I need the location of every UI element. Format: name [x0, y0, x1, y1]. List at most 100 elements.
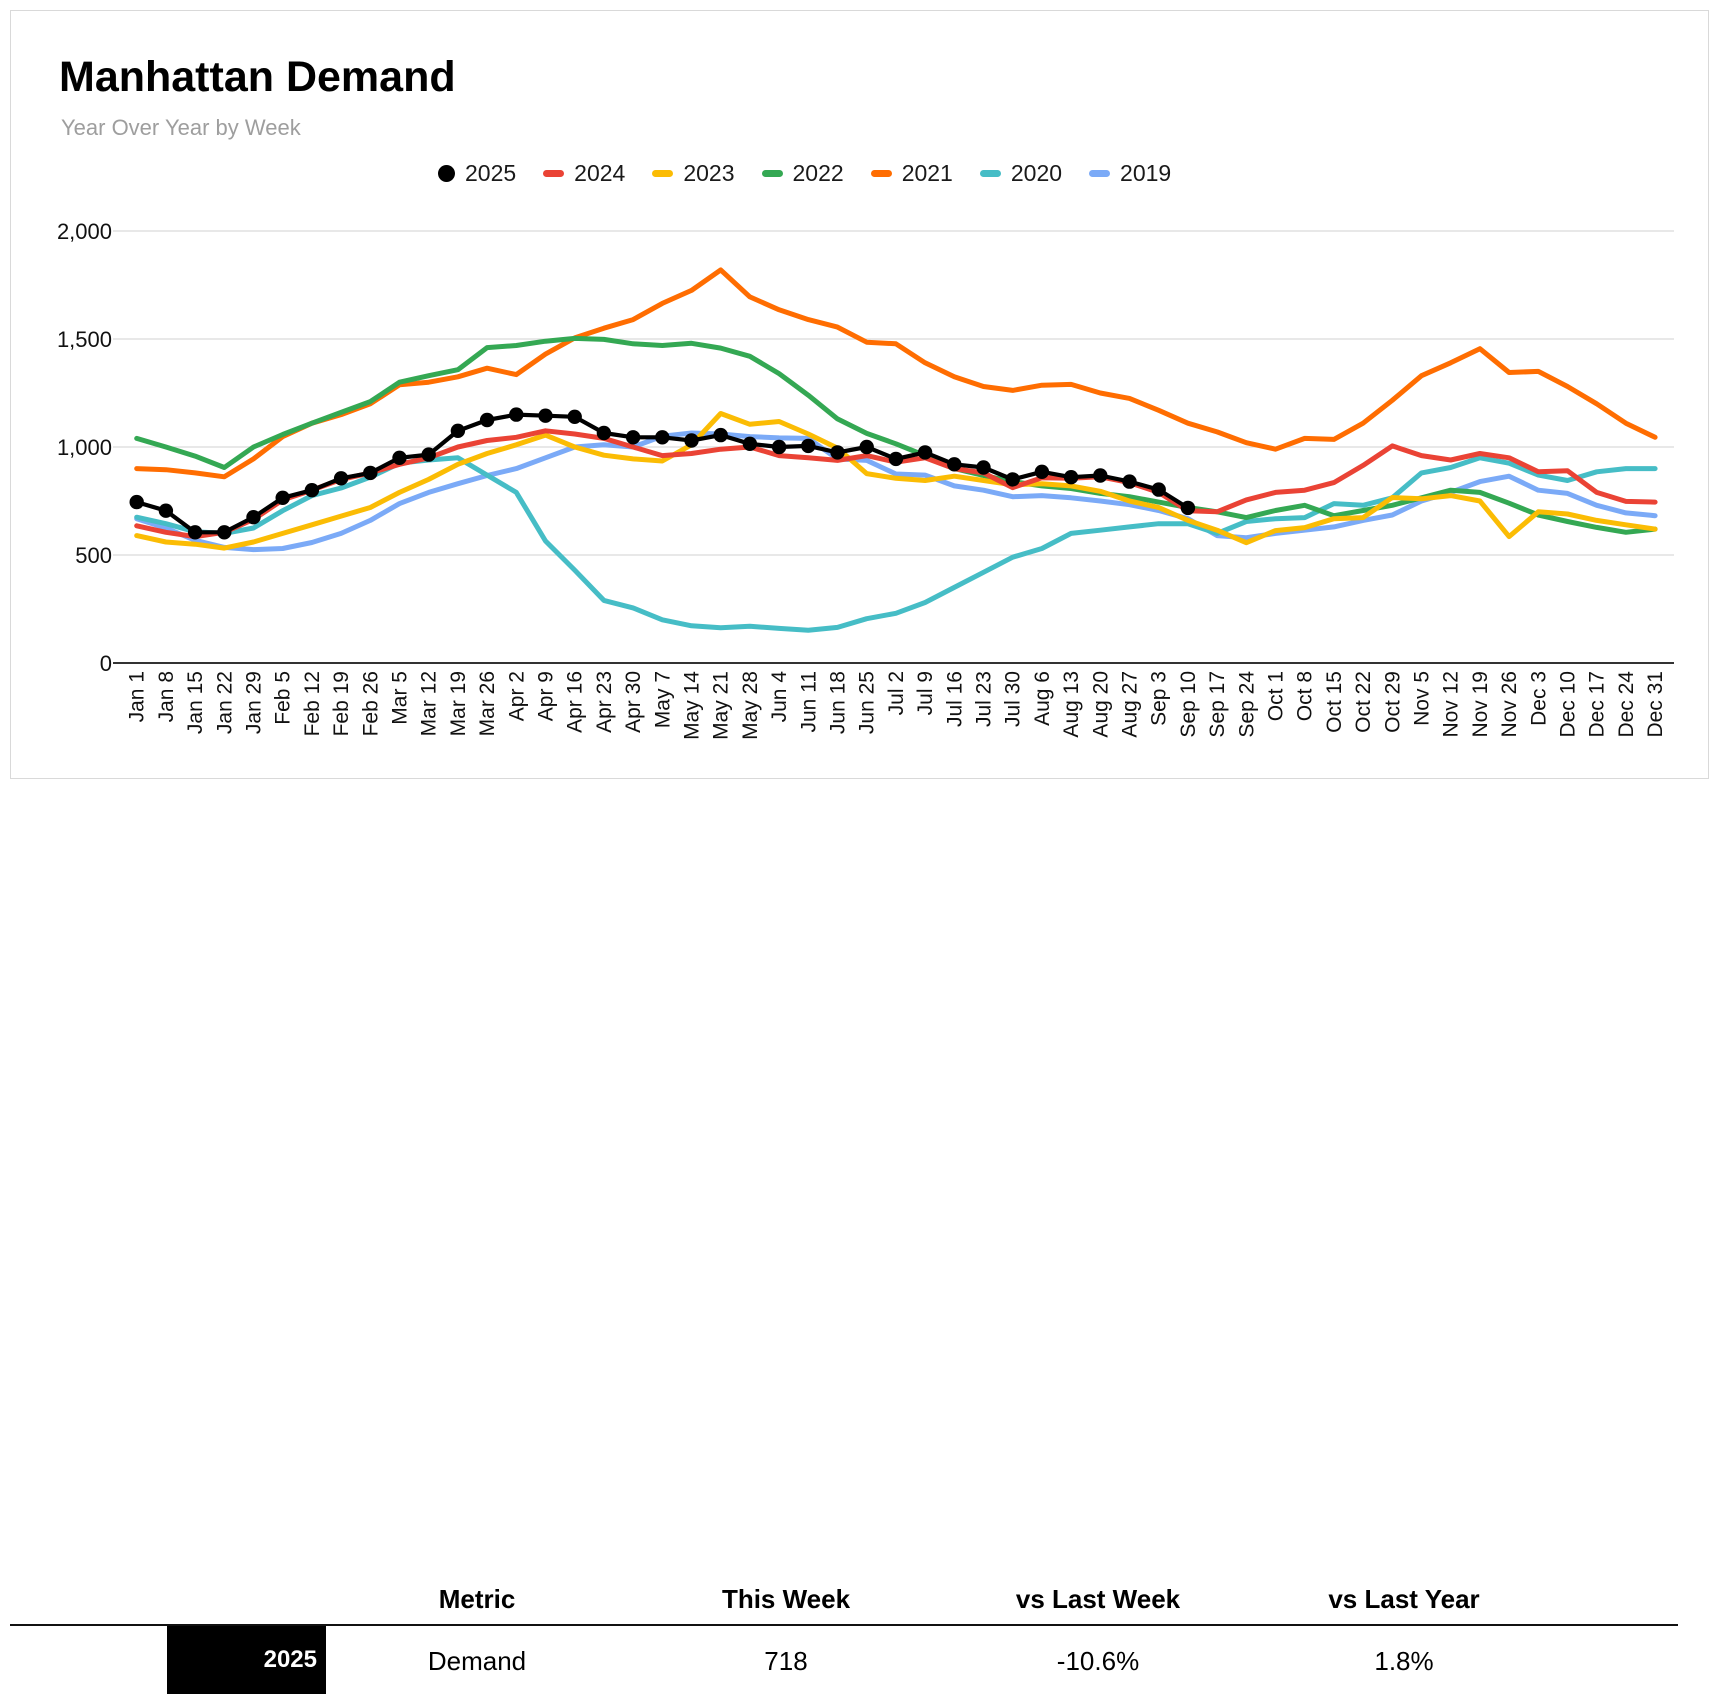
legend-label: 2019	[1120, 159, 1172, 186]
table-header-metric: Metric	[438, 1584, 516, 1614]
chart-card: Manhattan Demand Year Over Year by Week …	[10, 10, 1709, 779]
svg-text:Jul 16: Jul 16	[943, 671, 966, 727]
series-points-2025[interactable]	[129, 407, 1196, 540]
gridlines	[113, 230, 1674, 664]
svg-text:Jun 18: Jun 18	[827, 671, 850, 734]
svg-text:Sep 17: Sep 17	[1206, 671, 1229, 738]
series-line-2019[interactable]	[134, 430, 1658, 553]
legend-item-2023[interactable]: 2023	[652, 159, 735, 187]
summary-table: Metric This Week vs Last Week vs Last Ye…	[0, 780, 1720, 1694]
svg-text:Sep 24: Sep 24	[1235, 671, 1258, 738]
svg-text:May 7: May 7	[651, 671, 674, 728]
svg-text:2,000: 2,000	[57, 219, 112, 244]
dash-marker-icon	[543, 169, 565, 177]
legend-item-2021[interactable]: 2021	[870, 159, 953, 187]
svg-text:Apr 30: Apr 30	[622, 671, 645, 733]
dash-marker-icon	[870, 169, 892, 177]
circle-marker-icon	[438, 164, 455, 182]
chart-subtitle: Year Over Year by Week	[61, 115, 301, 140]
table-cell-metric: Demand	[427, 1646, 527, 1676]
svg-text:Dec 24: Dec 24	[1615, 671, 1638, 738]
table-cell-vs-last-year: 1.8%	[1374, 1646, 1434, 1676]
svg-text:Jan 22: Jan 22	[213, 671, 236, 734]
legend-label: 2024	[574, 159, 626, 186]
svg-text:Apr 16: Apr 16	[564, 671, 587, 733]
svg-text:Oct 1: Oct 1	[1265, 671, 1288, 721]
table-header-vs-last-week: vs Last Week	[1015, 1584, 1181, 1614]
svg-text:Mar 26: Mar 26	[476, 671, 499, 736]
legend-label: 2020	[1010, 159, 1063, 186]
svg-text:Feb 26: Feb 26	[359, 671, 382, 736]
dash-marker-icon	[761, 169, 783, 177]
svg-text:Feb 12: Feb 12	[301, 671, 324, 736]
svg-text:Jul 23: Jul 23	[973, 671, 996, 727]
svg-text:Mar 12: Mar 12	[418, 671, 441, 736]
y-axis-labels: 0 500 1,000 1,500 2,000	[57, 219, 112, 676]
svg-text:Oct 22: Oct 22	[1352, 671, 1375, 733]
svg-text:Oct 8: Oct 8	[1294, 671, 1317, 721]
svg-text:May 14: May 14	[681, 671, 704, 740]
svg-text:Jul 30: Jul 30	[1002, 671, 1025, 727]
svg-text:Nov 12: Nov 12	[1440, 671, 1463, 738]
svg-text:500: 500	[75, 543, 112, 568]
table-header-vs-last-year: vs Last Year	[1328, 1584, 1480, 1614]
svg-text:Dec 31: Dec 31	[1644, 671, 1667, 738]
svg-text:Feb 5: Feb 5	[272, 671, 295, 725]
svg-text:Mar 5: Mar 5	[389, 671, 412, 725]
legend-item-2025[interactable]: 2025	[438, 160, 516, 187]
svg-text:Mar 19: Mar 19	[447, 671, 470, 736]
legend-item-2020[interactable]: 2020	[979, 159, 1063, 187]
svg-text:May 28: May 28	[739, 671, 762, 740]
legend-label: 2023	[683, 159, 735, 186]
svg-text:Jul 2: Jul 2	[885, 671, 908, 715]
svg-text:Aug 6: Aug 6	[1031, 671, 1054, 726]
svg-text:Dec 17: Dec 17	[1586, 671, 1609, 738]
legend-item-2024[interactable]: 2024	[543, 160, 625, 187]
svg-text:Apr 2: Apr 2	[505, 671, 528, 721]
svg-text:Jan 29: Jan 29	[243, 671, 266, 734]
svg-text:Nov 19: Nov 19	[1469, 671, 1492, 738]
svg-text:Aug 27: Aug 27	[1119, 671, 1142, 738]
svg-text:Oct 15: Oct 15	[1323, 671, 1346, 733]
series-line-2023[interactable]	[134, 411, 1658, 551]
svg-text:Apr 9: Apr 9	[535, 671, 558, 721]
svg-text:Jun 4: Jun 4	[768, 671, 791, 723]
svg-text:1,500: 1,500	[57, 327, 112, 352]
svg-text:Dec 10: Dec 10	[1557, 671, 1580, 738]
dash-marker-icon	[1089, 169, 1111, 177]
svg-text:Jun 11: Jun 11	[797, 671, 820, 733]
legend-label: 2022	[792, 159, 844, 186]
legend-item-2022[interactable]: 2022	[761, 159, 844, 187]
legend-item-2019[interactable]: 2019	[1089, 160, 1171, 187]
svg-text:Sep 10: Sep 10	[1177, 671, 1200, 738]
x-axis-labels: Jan 1 Jan 8 Jan 15 Jan 22 Jan 29 Feb 5 Feb 12 F…	[126, 671, 1667, 740]
series-line-2020[interactable]	[134, 455, 1658, 633]
series-line-2022[interactable]	[134, 335, 1658, 535]
table-cell-vs-last-week: -10.6%	[1056, 1646, 1140, 1676]
svg-text:Jul 9: Jul 9	[914, 671, 937, 715]
svg-text:Jan 15: Jan 15	[184, 671, 207, 734]
svg-text:Jan 1: Jan 1	[126, 671, 149, 722]
chart-title: Manhattan Demand	[59, 53, 456, 101]
svg-text:Jun 25: Jun 25	[856, 671, 879, 734]
svg-text:Dec 3: Dec 3	[1527, 671, 1550, 726]
demand-line-chart: 0 500 1,000 1,500 2,000 Jan 1 Jan 8 Jan 15 Jan 2…	[57, 219, 1674, 740]
year-badge: 2025	[167, 1626, 326, 1694]
table-header-this-week: This Week	[721, 1584, 851, 1614]
svg-text:Nov 26: Nov 26	[1498, 671, 1521, 738]
table-cell-this-week: 718	[764, 1646, 808, 1676]
svg-text:May 21: May 21	[710, 671, 733, 740]
svg-text:Apr 23: Apr 23	[593, 671, 616, 733]
svg-text:Sep 3: Sep 3	[1148, 671, 1171, 726]
svg-text:Aug 20: Aug 20	[1089, 671, 1112, 738]
svg-text:Oct 29: Oct 29	[1381, 671, 1404, 733]
chart-legend: 2025 2024 2023 2022 2021 2020 2019	[438, 158, 1171, 188]
svg-text:Jan 8: Jan 8	[155, 671, 178, 722]
legend-label: 2021	[901, 159, 953, 186]
legend-label: 2025	[465, 159, 517, 186]
svg-text:0: 0	[100, 651, 112, 676]
svg-text:1,000: 1,000	[57, 435, 112, 460]
dash-marker-icon	[652, 169, 674, 177]
svg-text:Feb 19: Feb 19	[330, 671, 353, 736]
svg-text:Aug 13: Aug 13	[1060, 671, 1083, 738]
